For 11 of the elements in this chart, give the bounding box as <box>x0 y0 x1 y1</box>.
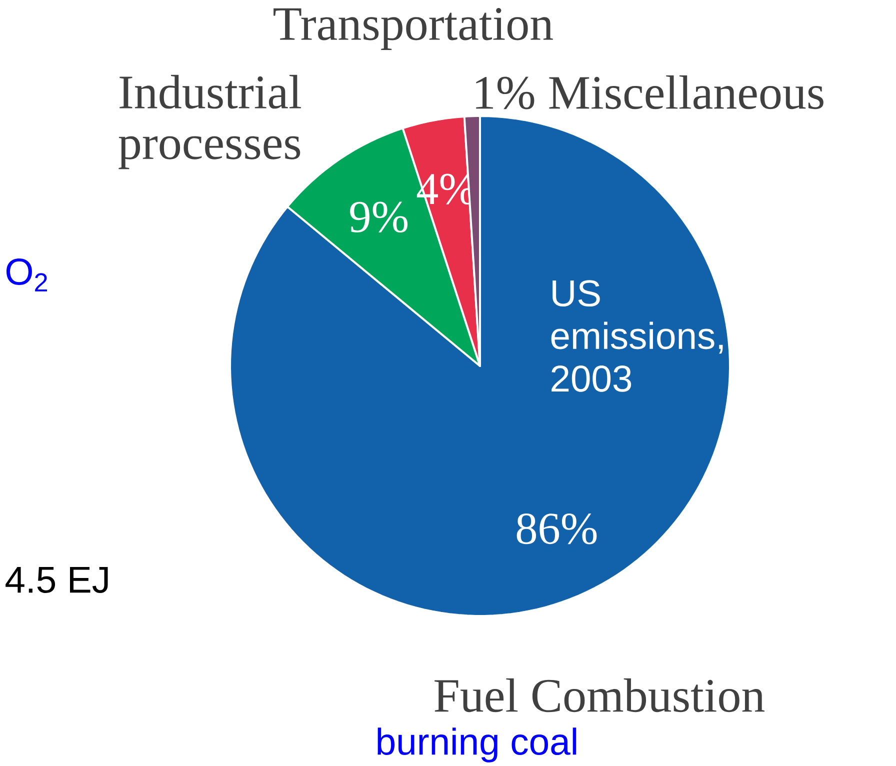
slice-label: Fuel Combustion <box>434 678 764 712</box>
slice-label: Transportation <box>274 8 553 50</box>
text: O$_{2}$ <box>6 258 47 292</box>
data-label: 9% <box>350 202 408 232</box>
data-label: 86% <box>516 513 597 544</box>
text: US emissions, 2003 <box>551 280 723 392</box>
data-label: 1% <box>476 76 534 110</box>
slice-label: Miscellaneous <box>549 75 824 110</box>
text: burning coal <box>378 728 576 762</box>
text: 4.5 EJ <box>6 566 108 593</box>
slice-label: Industrial processes <box>118 74 301 170</box>
